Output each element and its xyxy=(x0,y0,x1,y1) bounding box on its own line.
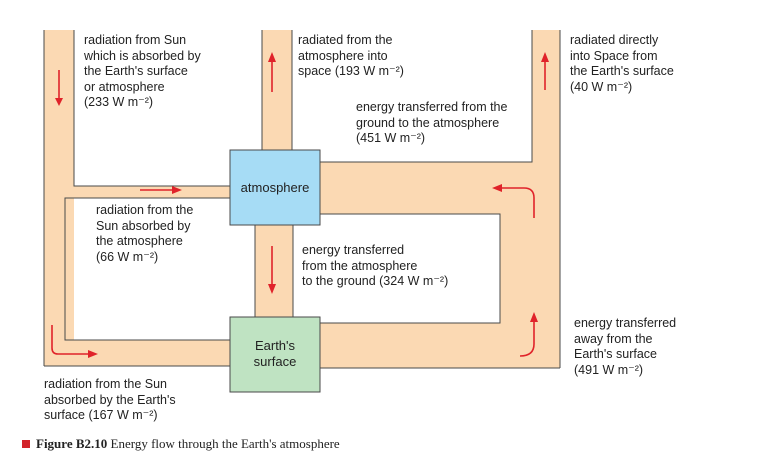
flow-bands xyxy=(44,30,560,368)
label-ground-to-atmosphere: energy transferred from the ground to th… xyxy=(356,100,508,145)
atmosphere-box xyxy=(229,149,321,226)
label-sun-absorbed-surface: radiation from the Sun absorbed by the E… xyxy=(44,377,176,422)
band-space-from-atmosphere xyxy=(262,30,292,150)
label-atmosphere-to-ground: energy transferred from the atmosphere t… xyxy=(302,243,449,288)
earth-surface-box xyxy=(229,316,321,393)
label-sun-absorbed-total: radiation from Sun which is absorbed by … xyxy=(84,33,201,109)
figure-caption: Figure B2.10 Energy flow through the Ear… xyxy=(22,436,340,452)
arrow-sun-down xyxy=(55,70,63,106)
band-space-from-surface xyxy=(532,30,560,170)
arrow-surface-to-space xyxy=(541,52,549,90)
arrow-atmosphere-to-ground xyxy=(268,246,276,294)
figure-number: Figure B2.10 xyxy=(36,436,108,451)
earth-surface-label: Earth's surface xyxy=(253,338,297,369)
band-right-bottom xyxy=(320,323,560,368)
arrow-atmosphere-to-space xyxy=(268,52,276,92)
arrow-up-right-column xyxy=(519,312,538,357)
caption-text: Energy flow through the Earth's atmosphe… xyxy=(107,436,340,451)
arrow-sun-to-surface xyxy=(51,325,98,358)
label-sun-absorbed-atmosphere: radiation from the Sun absorbed by the a… xyxy=(96,203,194,264)
label-radiated-from-surface: radiated directly into Space from the Ea… xyxy=(570,33,674,94)
band-sun-input-top xyxy=(44,186,230,198)
caption-marker-icon xyxy=(22,440,30,448)
band-atmosphere-ground xyxy=(255,225,293,317)
label-away-from-surface: energy transferred away from the Earth's… xyxy=(574,316,677,377)
flow-arrows xyxy=(51,52,549,358)
arrow-sun-to-atmosphere xyxy=(140,186,182,194)
atmosphere-label: atmosphere xyxy=(240,180,310,195)
arrow-into-right-band xyxy=(492,184,535,218)
band-bottom xyxy=(44,340,230,366)
flow-outlines xyxy=(43,30,561,369)
label-radiated-from-atmosphere: radiated from the atmosphere into space … xyxy=(298,33,404,78)
